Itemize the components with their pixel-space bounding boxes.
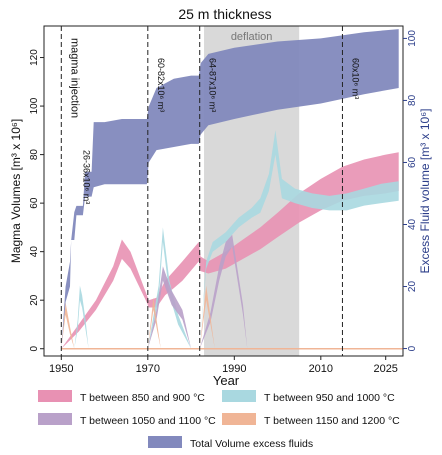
right-tick-label: 20	[407, 281, 418, 293]
right-tick-label: 60	[407, 156, 418, 168]
event-label-0-1: 26-36x10⁶ m³	[81, 150, 91, 204]
left-tick-label: 20	[29, 294, 40, 306]
legend-swatch-1	[222, 390, 256, 402]
right-tick-label: 100	[407, 30, 418, 47]
x-tick-label: 1990	[222, 363, 246, 375]
event-label-1-0: 60-82x10⁶ m³	[156, 58, 166, 112]
left-tick-label: 80	[29, 149, 40, 161]
x-tick-label: 1950	[49, 363, 73, 375]
left-tick-label: 0	[29, 346, 40, 352]
right-axis-label: Excess Fluid volume [m³ x 10⁶]	[418, 109, 432, 274]
x-tick-label: 2025	[373, 363, 397, 375]
legend-label-1: T between 950 and 1000 °C	[264, 392, 395, 404]
right-tick-label: 0	[407, 345, 418, 351]
legend-swatch-3	[222, 413, 256, 425]
plot-frame	[43, 25, 404, 357]
left-tick-label: 100	[29, 97, 40, 114]
left-tick-label: 120	[29, 49, 40, 66]
chart-title: 25 m thickness	[178, 6, 271, 22]
right-tick-label: 80	[407, 94, 418, 106]
legend: T between 850 and 900 °C T between 950 an…	[38, 390, 400, 450]
event-label-0-0: magma injection	[68, 38, 80, 118]
series-band-2	[147, 234, 248, 349]
x-axis-label: Year	[213, 373, 240, 388]
event-label-2-0: 64-87x10⁶ m³	[208, 58, 218, 112]
x-tick-label: 1970	[136, 363, 160, 375]
left-axis-label: Magma Volumes [m³ x 10⁶]	[9, 119, 23, 263]
legend-label-2: T between 1050 and 1100 °C	[80, 415, 216, 427]
deflation-label: deflation	[231, 31, 273, 43]
legend-swatch-2	[38, 413, 72, 425]
right-tick-label: 40	[407, 218, 418, 230]
legend-swatch-4	[148, 436, 182, 448]
event-label-3-0: 60x10⁶ m³	[350, 58, 360, 99]
x-tick-label: 2010	[309, 363, 333, 375]
legend-swatch-0	[38, 390, 72, 402]
left-tick-label: 60	[29, 197, 40, 209]
plot-area: deflation magma injection 26-36x10⁶ m³ 60-8…	[60, 26, 403, 356]
legend-label-3: T between 1150 and 1200 °C	[264, 415, 400, 427]
legend-label-0: T between 850 and 900 °C	[80, 392, 205, 404]
legend-label-4: Total Volume excess fluids	[190, 438, 313, 450]
series-band-4	[61, 29, 399, 349]
left-tick-label: 40	[29, 246, 40, 258]
